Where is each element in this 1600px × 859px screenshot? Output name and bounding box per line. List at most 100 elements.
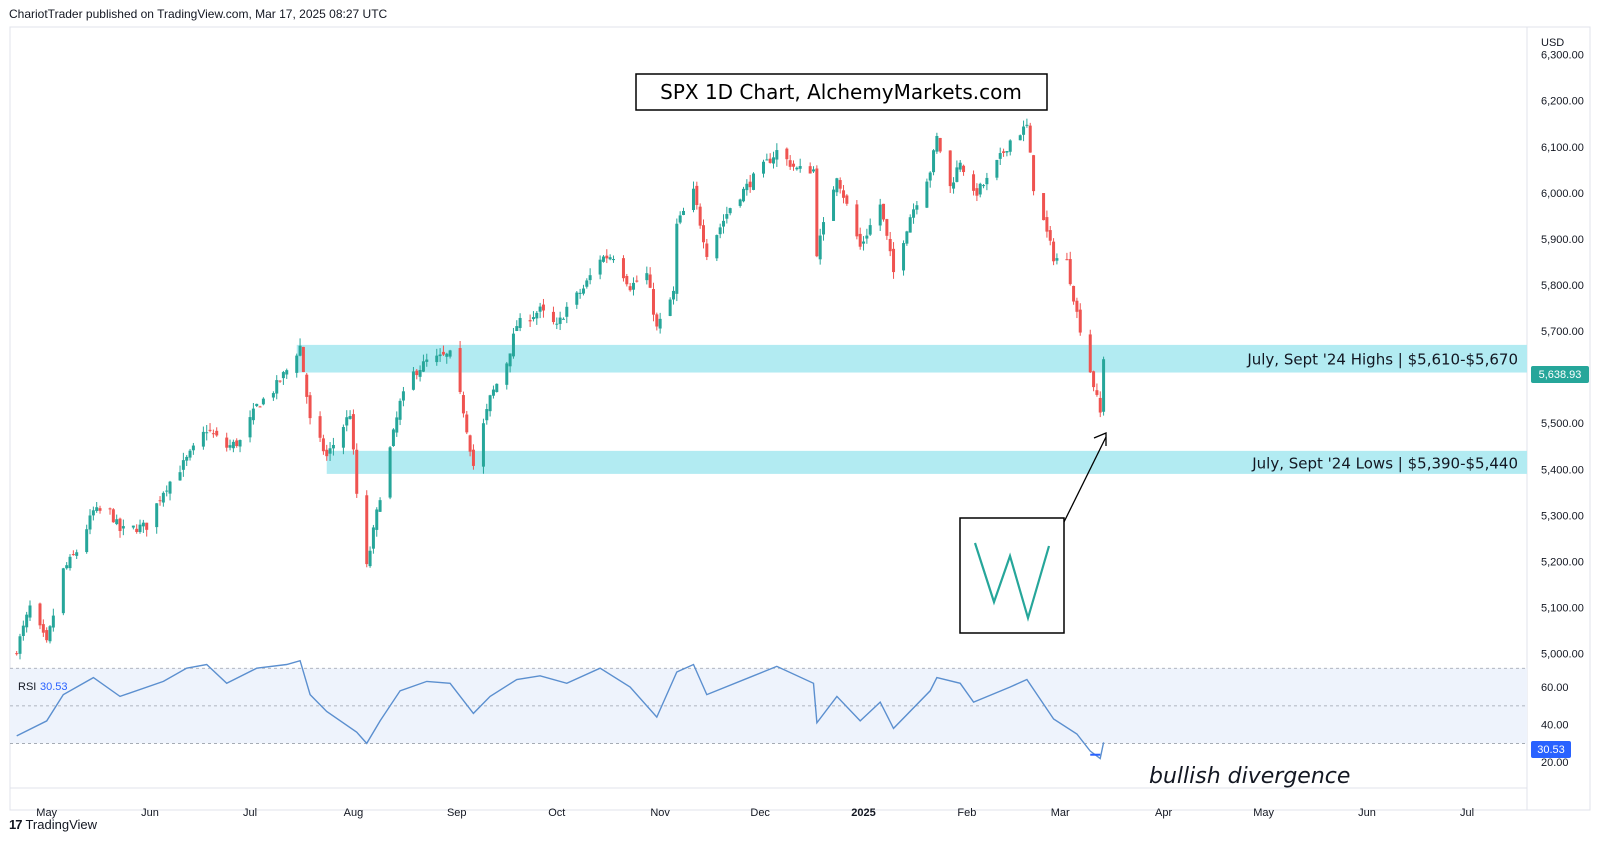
candle-up [68, 556, 72, 569]
candle-up [345, 417, 349, 426]
candle-up [535, 312, 539, 319]
tradingview-logo[interactable]: 17 TradingView [9, 817, 97, 832]
candle-up [271, 393, 275, 398]
candle-down [158, 500, 162, 502]
candle-up [248, 417, 252, 438]
candle-up [608, 257, 612, 260]
candle-down [41, 624, 45, 633]
arrow-head-icon [1093, 432, 1107, 446]
candle-up [131, 525, 135, 528]
price-tick-label: 6,300.00 [1541, 50, 1584, 62]
candle-up [61, 568, 65, 614]
candle-up [515, 326, 519, 331]
candle-up [48, 626, 52, 642]
candle-up [481, 423, 485, 467]
candle-up [18, 636, 22, 654]
candle-up [295, 355, 299, 373]
candle-up [978, 183, 982, 195]
chart-title: SPX 1D Chart, AlchemyMarkets.com [660, 80, 1022, 104]
candle-down [461, 395, 465, 414]
candle-up [531, 317, 535, 320]
candle-up [1018, 135, 1022, 141]
time-tick-label: Mar [1051, 807, 1070, 819]
candle-up [281, 372, 285, 379]
candle-down [635, 280, 639, 282]
candle-up [868, 225, 872, 235]
candle-up [995, 159, 999, 178]
time-tick-label: 2025 [851, 807, 875, 819]
zone-label: July, Sept '24 Lows | $5,390-$5,440 [1251, 454, 1518, 472]
candle-down [1065, 259, 1069, 261]
candle-down [628, 286, 632, 291]
candle-down [605, 255, 609, 259]
price-tick-label: 5,900.00 [1541, 234, 1584, 246]
price-zone [326, 450, 1527, 474]
candle-down [792, 163, 796, 167]
candle-up [742, 188, 746, 202]
candle-down [108, 508, 112, 510]
candle-up [908, 217, 912, 233]
time-tick-label: Oct [548, 807, 565, 819]
candle-up [505, 363, 509, 385]
time-tick-label: Jun [141, 807, 159, 819]
tradingview-logo-icon: 17 [9, 817, 23, 832]
candle-down [321, 438, 325, 452]
candle-up [121, 526, 125, 529]
candle-down [318, 416, 322, 438]
candle-down [1092, 371, 1096, 388]
candle-up [912, 209, 916, 218]
candle-down [768, 158, 772, 163]
candle-up [598, 259, 602, 275]
candle-down [98, 508, 102, 511]
candle-up [765, 159, 769, 161]
zone-label: July, Sept '24 Highs | $5,610-$5,670 [1246, 351, 1518, 369]
candle-down [695, 185, 699, 206]
candle-up [85, 529, 89, 553]
candle-up [1022, 126, 1026, 135]
candle-down [551, 311, 555, 323]
candle-down [415, 370, 419, 376]
rsi-last-value: 30.53 [1537, 744, 1565, 756]
candle-down [625, 275, 629, 285]
candle-up [798, 166, 802, 169]
candle-up [725, 214, 729, 219]
candle-down [211, 433, 215, 435]
candle-down [208, 429, 212, 431]
candle-up [795, 167, 799, 170]
candle-down [882, 203, 886, 220]
candle-up [718, 227, 722, 235]
candle-up [902, 243, 906, 271]
candle-up [28, 605, 32, 618]
rsi-tick-label: 60.00 [1541, 682, 1569, 694]
candle-up [812, 169, 816, 172]
candle-up [928, 172, 932, 181]
candle-down [938, 137, 942, 152]
candle-up [691, 188, 695, 210]
candle-down [975, 188, 979, 196]
candle-up [678, 215, 682, 223]
candle-up [1008, 140, 1012, 152]
candle-up [228, 445, 232, 448]
candle-down [1032, 155, 1036, 192]
candle-up [168, 481, 172, 494]
candle-up [578, 292, 582, 294]
candle-down [972, 174, 976, 191]
candle-down [528, 320, 532, 322]
time-tick-label: Apr [1155, 807, 1172, 819]
candle-up [485, 409, 489, 421]
candle-up [88, 515, 92, 530]
price-tick-label: 6,000.00 [1541, 188, 1584, 200]
candle-up [298, 345, 302, 356]
publisher-line: ChariotTrader published on TradingView.c… [9, 7, 388, 21]
time-tick-label: May [1253, 807, 1274, 819]
price-tick-label: 5,200.00 [1541, 556, 1584, 568]
candle-up [285, 370, 289, 375]
time-tick-label: May [36, 807, 57, 819]
candle-down [785, 148, 789, 160]
candle-up [425, 359, 429, 362]
candle-down [1042, 193, 1046, 221]
candle-up [835, 178, 839, 193]
candle-down [38, 603, 42, 626]
candle-up [671, 290, 675, 300]
